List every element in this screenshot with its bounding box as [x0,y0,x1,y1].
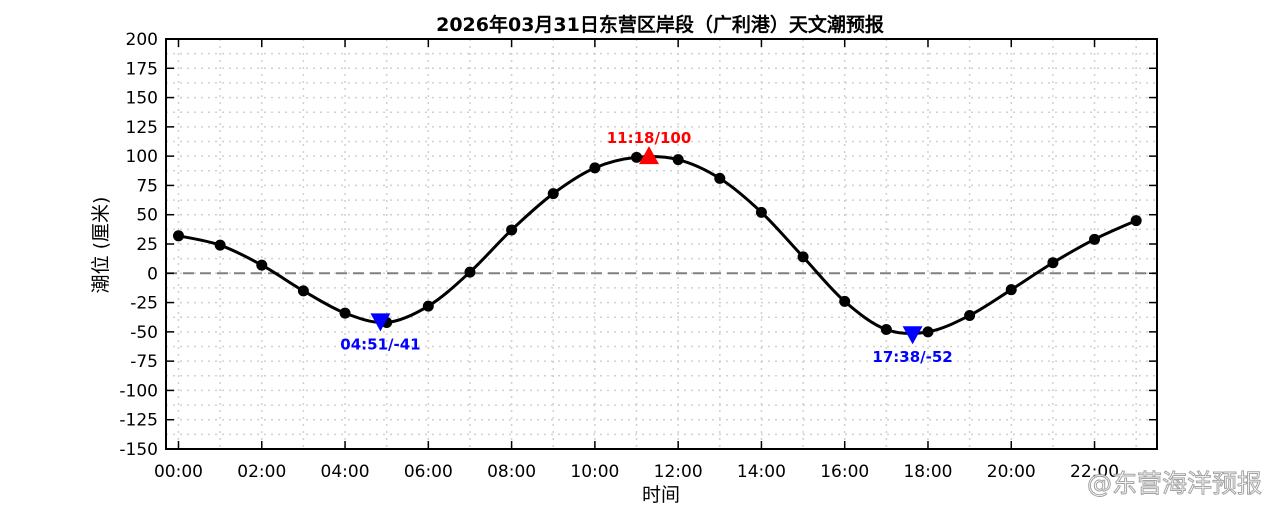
y-tick-label: -50 [130,323,158,343]
y-tick-label: 0 [147,264,158,284]
y-axis-ticks: 200 175 150 125 100 75 50 25 0 -25 -50 -75 -100 -125 -… [119,30,1157,460]
tide-point [589,162,601,174]
x-tick-label: 20:00 [987,462,1036,482]
tide-point [1089,233,1101,245]
x-tick-label: 22:00 [1070,462,1119,482]
tide-point [672,154,684,166]
tide-point [1047,257,1059,269]
x-tick-label: 02:00 [237,462,286,482]
tide-point [464,266,476,278]
x-tick-label: 14:00 [737,462,786,482]
y-tick-label: -25 [130,294,158,314]
grid [166,38,1157,450]
plot-frame [165,38,1158,450]
tide-point [422,300,434,312]
y-tick-label: -150 [119,440,158,460]
tide-point [506,224,518,236]
x-tick-label: 00:00 [154,462,203,482]
y-tick-label: 125 [126,118,158,138]
y-tick-label: -100 [119,381,158,401]
tide-point [922,326,934,338]
y-tick-label: 200 [126,30,158,50]
chart-title: 2026年03月31日东营区岸段（广利港）天文潮预报 [436,13,884,36]
tide-point [631,151,643,163]
tide-point [172,230,184,242]
x-tick-label: 08:00 [487,462,536,482]
high-tide-marker [639,146,660,165]
tide-point [339,307,351,319]
tide-point [797,251,809,263]
x-axis-label: 时间 [642,484,680,503]
y-tick-label: 25 [136,235,158,255]
tide-point [964,309,976,321]
tide-point [1130,215,1142,227]
low-tide-marker [370,313,391,332]
tide-point [297,285,309,297]
y-tick-label: 50 [136,206,158,226]
x-tick-label: 10:00 [570,462,619,482]
tide-point [714,172,726,184]
y-tick-label: -75 [130,352,158,372]
y-tick-label: -125 [119,411,158,431]
x-tick-label: 16:00 [820,462,869,482]
watermark: @东营海洋预报 [1087,469,1262,498]
tide-point [755,206,767,218]
y-tick-label: 150 [126,89,158,109]
x-tick-label: 06:00 [404,462,453,482]
tide-point [839,295,851,307]
tide-annotations: 11:18/100 04:51/-41 17:38/-52 [340,129,952,366]
low-tide-marker [902,326,923,345]
x-tick-label: 18:00 [903,462,952,482]
y-tick-label: 75 [136,176,158,196]
tide-point [256,259,268,271]
tide-point [214,239,226,251]
high-tide-label: 11:18/100 [607,129,692,147]
low-tide-label: 04:51/-41 [340,335,420,353]
tide-point [547,188,559,200]
x-axis-ticks: 00:00 02:00 04:00 06:00 08:00 10:00 12:00 14:00… [154,39,1119,482]
tide-point [880,324,892,336]
x-tick-label: 12:00 [654,462,703,482]
tide-point [1005,284,1017,296]
x-tick-label: 04:00 [321,462,370,482]
y-tick-label: 175 [126,59,158,79]
y-tick-label: 100 [126,147,158,167]
low-tide-label: 17:38/-52 [872,348,952,366]
y-axis-label: 潮位 (厘米) [90,197,112,294]
tide-points [172,151,1142,338]
